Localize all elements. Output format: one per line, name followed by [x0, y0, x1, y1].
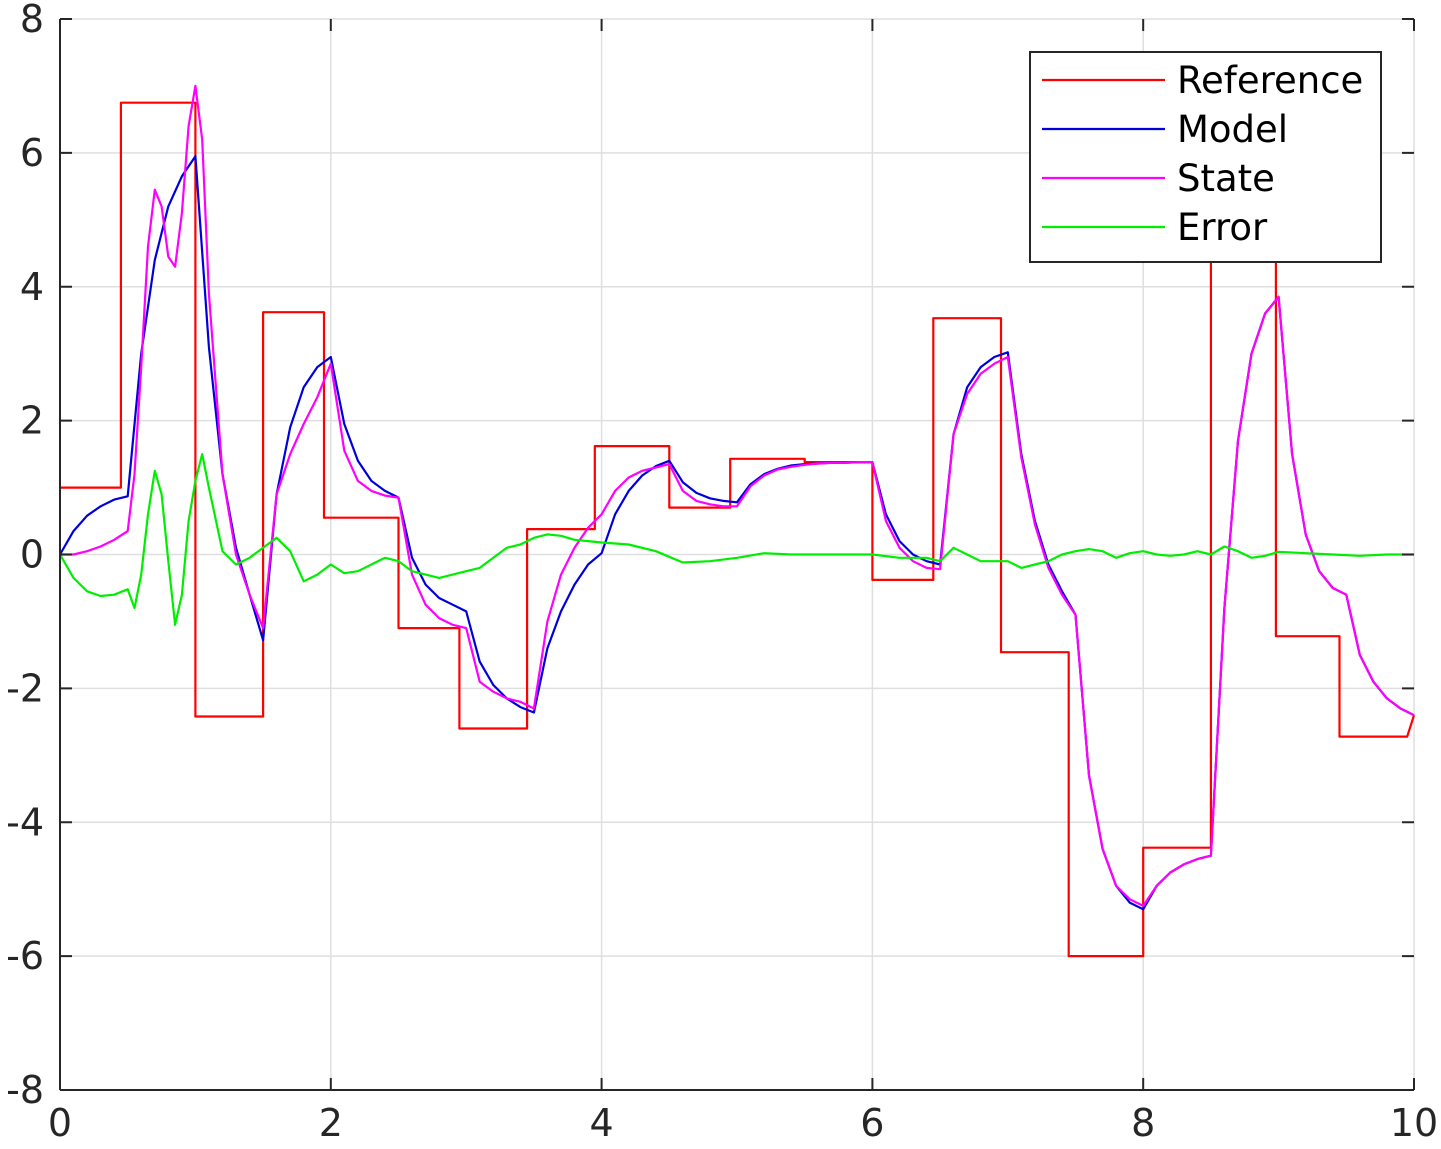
legend-label-error: Error	[1177, 206, 1268, 249]
axes	[59, 18, 1415, 1091]
y-tick-label: -6	[6, 934, 44, 978]
legend-box	[1029, 51, 1382, 263]
x-tick-label: 0	[48, 1101, 72, 1145]
series-line-reference	[60, 101, 1416, 958]
tick-labels: 0 2 4 6 8 10 -8 -6 -4 -2 0 2 4 6 8	[6, 0, 1438, 1145]
y-tick-label: 6	[20, 131, 44, 175]
series-lines	[59, 84, 1416, 958]
x-tick-label: 4	[590, 1101, 614, 1145]
x-tick-label: 8	[1131, 1101, 1155, 1145]
y-tick-label: -2	[6, 666, 44, 710]
x-tick-label: 10	[1390, 1101, 1438, 1145]
y-tick-label: 0	[20, 533, 44, 577]
y-tick-label: -8	[6, 1068, 44, 1112]
legend-label-model: Model	[1177, 108, 1288, 151]
x-tick-label: 6	[860, 1101, 884, 1145]
y-tick-label: 4	[20, 265, 44, 309]
series-line-error	[59, 453, 1414, 626]
legend-label-reference: Reference	[1177, 59, 1363, 102]
y-tick-label: 2	[20, 399, 44, 443]
legend-label-state: State	[1177, 157, 1275, 200]
series-line-state	[60, 84, 1415, 908]
y-tick-label: -4	[6, 800, 44, 844]
x-tick-label: 2	[319, 1101, 343, 1145]
y-tick-label: 8	[20, 0, 44, 41]
legend: Reference Model State Error	[1029, 51, 1382, 263]
